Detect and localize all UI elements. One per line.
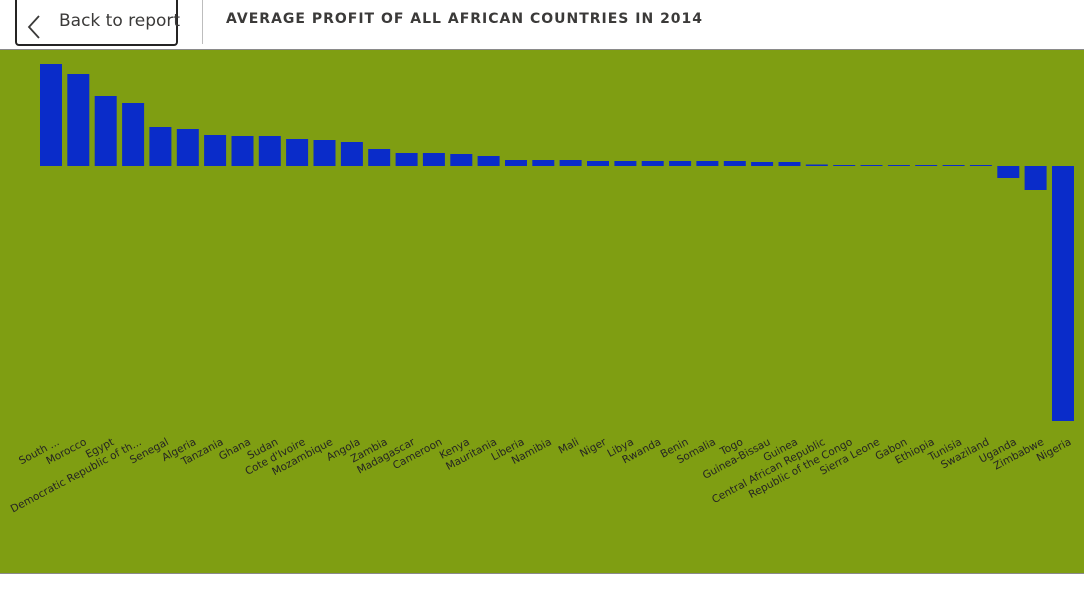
x-tick-label: Mali: [557, 436, 581, 457]
bottom-band: [0, 573, 1084, 590]
chart-plot-area: South ... Morocco Egypt Democratic Republic…: [0, 50, 1084, 573]
bar[interactable]: [751, 162, 774, 166]
bar[interactable]: [313, 140, 336, 166]
bar[interactable]: [477, 156, 500, 166]
bar[interactable]: [1024, 166, 1047, 190]
bar[interactable]: [860, 165, 883, 166]
chevron-left-icon: [27, 15, 40, 39]
bar[interactable]: [915, 165, 938, 166]
bar[interactable]: [422, 153, 445, 166]
bar[interactable]: [778, 162, 801, 166]
bar[interactable]: [587, 161, 609, 166]
bar[interactable]: [559, 160, 582, 166]
bar[interactable]: [942, 165, 965, 166]
bar[interactable]: [669, 161, 692, 166]
bar[interactable]: [505, 160, 527, 166]
bar[interactable]: [997, 166, 1020, 178]
bar[interactable]: [450, 154, 473, 166]
bar[interactable]: [204, 135, 227, 166]
bar[interactable]: [1052, 166, 1074, 421]
back-label: Back to report: [59, 11, 181, 31]
bar[interactable]: [122, 103, 145, 166]
bar[interactable]: [887, 165, 910, 166]
bar[interactable]: [805, 164, 828, 167]
bar[interactable]: [286, 139, 309, 166]
bar[interactable]: [641, 161, 664, 166]
bar[interactable]: [340, 142, 363, 166]
bar[interactable]: [723, 161, 746, 166]
bar[interactable]: [149, 127, 172, 166]
bar[interactable]: [258, 136, 281, 166]
header-divider: [202, 0, 203, 44]
bar[interactable]: [969, 165, 992, 166]
bar[interactable]: [395, 153, 418, 166]
x-tick-label: Niger: [578, 436, 609, 460]
bar[interactable]: [696, 161, 719, 166]
bar[interactable]: [67, 74, 90, 166]
bar[interactable]: [368, 149, 391, 166]
bar[interactable]: [94, 96, 117, 166]
bar[interactable]: [532, 160, 555, 166]
bar[interactable]: [40, 64, 62, 166]
bar[interactable]: [231, 136, 254, 166]
bar[interactable]: [176, 129, 199, 166]
bar[interactable]: [614, 161, 637, 166]
bar[interactable]: [833, 165, 856, 166]
page-title: AVERAGE PROFIT OF ALL AFRICAN COUNTRIES …: [226, 11, 704, 27]
top-bar: Back to report AVERAGE PROFIT OF ALL AFR…: [0, 0, 1084, 50]
back-to-report-button[interactable]: Back to report: [15, 0, 181, 46]
